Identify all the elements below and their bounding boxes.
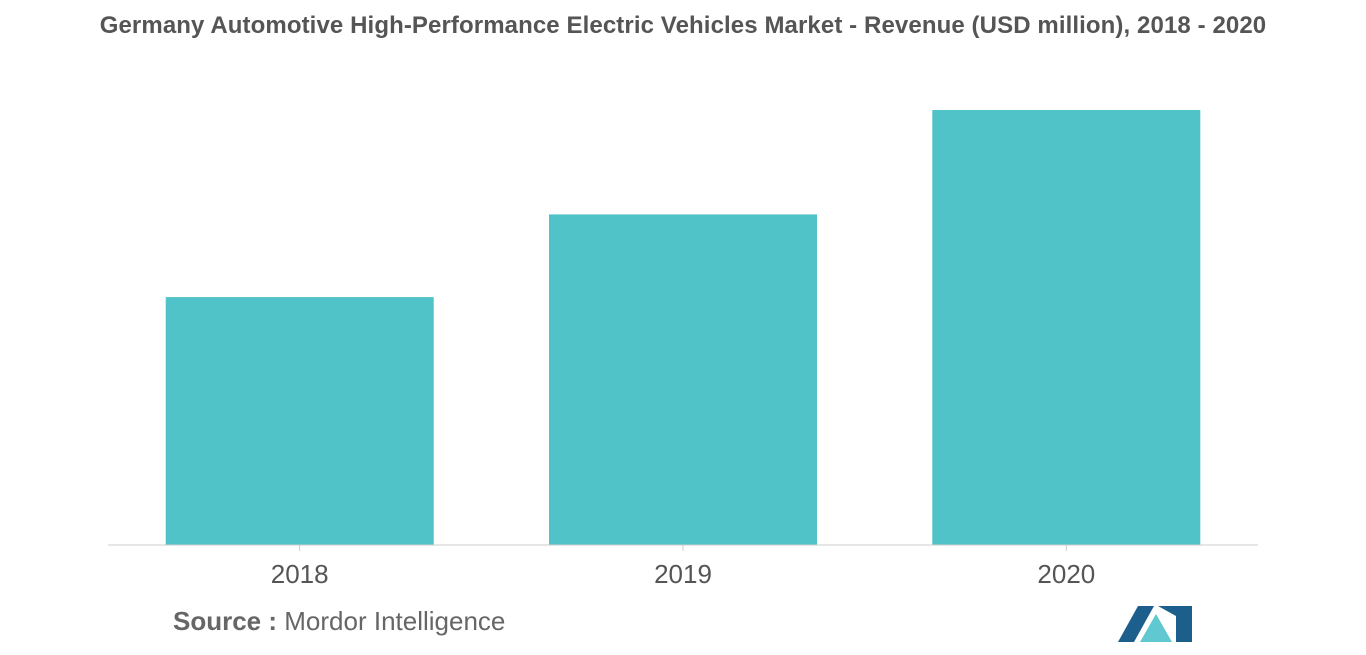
x-tick-label-2020: 2020 [1037, 559, 1095, 589]
chart-title: Germany Automotive High-Performance Elec… [99, 12, 1267, 39]
x-tick-label-2018: 2018 [271, 559, 329, 589]
source-label: Source : [173, 606, 278, 636]
bar-2018 [165, 297, 434, 545]
mordor-intelligence-logo-icon [1118, 606, 1192, 642]
logo-shape-right [1158, 606, 1192, 642]
x-tick-labels-group: 2018 2019 2020 [271, 559, 1096, 589]
source-text: Mordor Intelligence [284, 606, 506, 636]
bar-2019 [549, 214, 817, 545]
bars-group [165, 110, 1201, 545]
x-ticks-group [299, 545, 1067, 551]
bar-2020 [932, 110, 1201, 545]
x-tick-label-2019: 2019 [654, 559, 712, 589]
logo-shape-left [1118, 606, 1154, 642]
source-note: Source : Mordor Intelligence [173, 606, 505, 637]
logo-shape-middle [1140, 614, 1172, 642]
